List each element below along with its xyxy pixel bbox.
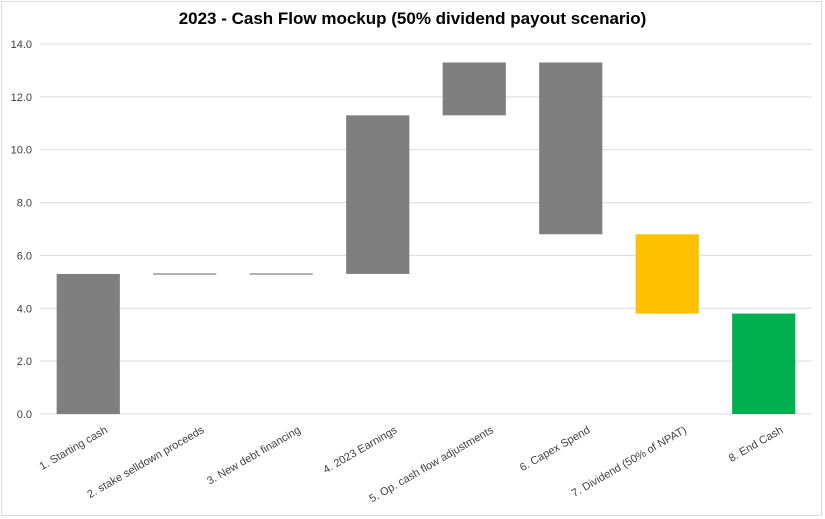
y-tick-label: 14.0 (11, 39, 32, 51)
bar-2 (153, 273, 217, 275)
bar-1 (56, 273, 120, 414)
bar-3 (249, 273, 313, 275)
category-label: 4. 2023 Earnings (321, 424, 399, 476)
bars (56, 62, 796, 414)
y-tick-label: 12.0 (11, 92, 32, 104)
y-tick-label: 2.0 (17, 356, 32, 368)
category-label: 1. Starting cash (38, 424, 110, 473)
bar-5 (442, 62, 506, 116)
y-tick-label: 6.0 (17, 250, 32, 262)
bar-7 (635, 234, 699, 314)
y-axis-tick-labels: 0.0 2.0 4.0 6.0 8.0 10.0 12.0 14.0 (11, 39, 32, 421)
bar-6 (539, 62, 603, 235)
y-tick-label: 4.0 (17, 303, 32, 315)
category-label: 3. New debt financing (205, 424, 303, 487)
y-tick-label: 8.0 (17, 198, 32, 210)
y-tick-label: 0.0 (17, 409, 32, 421)
chart-title: 2023 - Cash Flow mockup (50% dividend pa… (178, 9, 647, 28)
category-label: 6. Capex Spend (518, 424, 592, 474)
y-tick-label: 10.0 (11, 145, 32, 157)
gridlines (40, 43, 812, 415)
bar-8 (732, 313, 796, 414)
category-label: 8. End Cash (727, 424, 785, 465)
bar-4 (346, 115, 410, 274)
